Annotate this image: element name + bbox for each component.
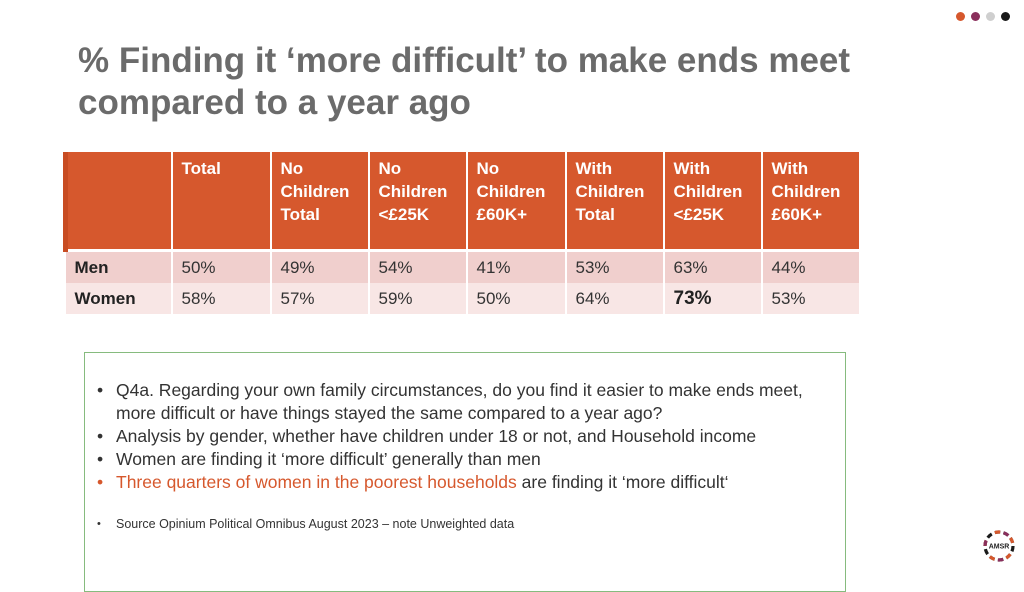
table-header-stub	[63, 152, 173, 250]
note-source-text: Source Opinium Political Omnibus August …	[116, 517, 515, 531]
note-analysis: • Analysis by gender, whether have child…	[85, 425, 845, 448]
table-cell: 63%	[663, 248, 763, 283]
table-header-row: Total No Children Total No Children <£25…	[63, 152, 861, 250]
table-cell: 50%	[466, 282, 567, 314]
note-highlight-rest: are finding it ‘more difficult‘	[516, 472, 729, 492]
note-analysis-text: Analysis by gender, whether have childre…	[116, 426, 757, 446]
note-source: • Source Opinium Political Omnibus Augus…	[85, 516, 845, 532]
indicator-dot-plum	[971, 12, 980, 21]
table-cell: 54%	[368, 248, 468, 283]
table-cell: 49%	[270, 248, 370, 283]
indicator-dot-black	[1001, 12, 1010, 21]
bullet-icon: •	[97, 449, 104, 469]
row-label: Women	[65, 282, 173, 314]
note-highlight-text: Three quarters of women in the poorest h…	[116, 472, 517, 492]
amsr-logo-text: AMSR	[989, 544, 1010, 551]
table-cell: 53%	[565, 248, 665, 283]
table-header-with-children-60k-plus: With Children £60K+	[761, 152, 861, 250]
indicator-dot-orange	[956, 12, 965, 21]
table-header-with-children-under-25k: With Children <£25K	[663, 152, 763, 250]
table-cell: 41%	[466, 248, 567, 283]
note-question-text: Q4a. Regarding your own family circumsta…	[116, 380, 803, 423]
table-cell-highlight: 73%	[663, 282, 763, 314]
note-question: • Q4a. Regarding your own family circums…	[85, 379, 845, 425]
table-cell: 44%	[761, 248, 861, 283]
bullet-icon: •	[97, 426, 104, 446]
table-cell: 59%	[368, 282, 468, 314]
row-label: Men	[65, 248, 173, 283]
slide-title: % Finding it ‘more difficult’ to make en…	[78, 41, 851, 122]
table-header-no-children-under-25k: No Children <£25K	[368, 152, 468, 250]
table-cell: 50%	[171, 248, 272, 283]
note-women-text: Women are finding it ‘more difficult’ ge…	[116, 449, 541, 469]
table-header-no-children-total: No Children Total	[270, 152, 370, 250]
bullet-icon: •	[97, 472, 104, 492]
bullet-icon: •	[97, 380, 104, 400]
notes-list: • Q4a. Regarding your own family circums…	[85, 379, 845, 532]
note-highlight: • Three quarters of women in the poorest…	[85, 471, 845, 494]
table-header-no-children-60k-plus: No Children £60K+	[466, 152, 567, 250]
table-header-total: Total	[171, 152, 272, 250]
bullet-icon: •	[97, 518, 101, 530]
indicator-dot-grey	[986, 12, 995, 21]
table-cell: 58%	[171, 282, 272, 314]
slide-indicator-dots	[956, 12, 1010, 21]
table-cell: 57%	[270, 282, 370, 314]
table-cell: 64%	[565, 282, 665, 314]
table-row-men: Men 50% 49% 54% 41% 53% 63% 44%	[65, 248, 861, 283]
amsr-logo: AMSR	[983, 530, 1015, 562]
table-header-with-children-total: With Children Total	[565, 152, 665, 250]
notes-box: • Q4a. Regarding your own family circums…	[84, 352, 846, 592]
results-table: Total No Children Total No Children <£25…	[63, 152, 861, 314]
note-women: • Women are finding it ‘more difficult’ …	[85, 448, 845, 471]
table-cell: 53%	[761, 282, 861, 314]
table-row-women: Women 58% 57% 59% 50% 64% 73% 53%	[65, 282, 861, 314]
